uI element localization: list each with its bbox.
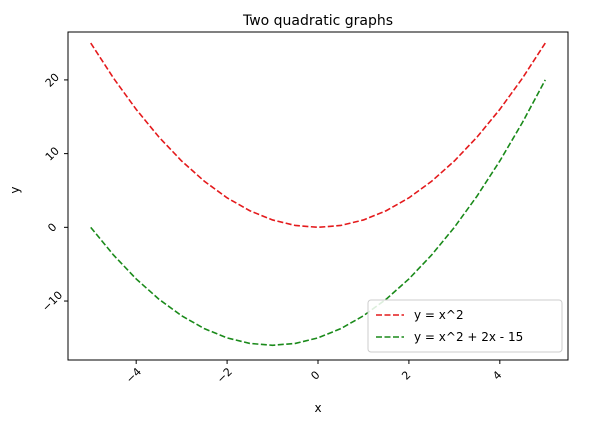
x-tick-label: 2 <box>399 368 413 382</box>
x-tick-label: 4 <box>490 368 504 382</box>
x-axis-ticks: −4 −2 0 2 4 <box>123 360 504 386</box>
y-tick-label: 0 <box>45 221 59 235</box>
y-tick-label: −10 <box>40 289 66 315</box>
legend-box <box>367 299 563 353</box>
x-axis-label: x <box>314 401 321 415</box>
legend-label-2: y = x^2 + 2x - 15 <box>414 330 523 344</box>
x-tick-label: −4 <box>123 365 144 386</box>
x-tick-label: −2 <box>214 365 235 386</box>
y-axis-label: y <box>8 186 22 193</box>
x-tick-label: 0 <box>308 368 322 382</box>
legend: y = x^2 y = x^2 + 2x - 15 <box>367 299 563 353</box>
y-tick-label: 20 <box>43 71 62 90</box>
chart-title: Two quadratic graphs <box>242 13 393 29</box>
legend-label-1: y = x^2 <box>414 308 464 322</box>
y-axis-ticks: −10 0 10 20 <box>40 71 68 314</box>
series-line-1 <box>90 42 546 229</box>
y-tick-label: 10 <box>43 144 62 163</box>
